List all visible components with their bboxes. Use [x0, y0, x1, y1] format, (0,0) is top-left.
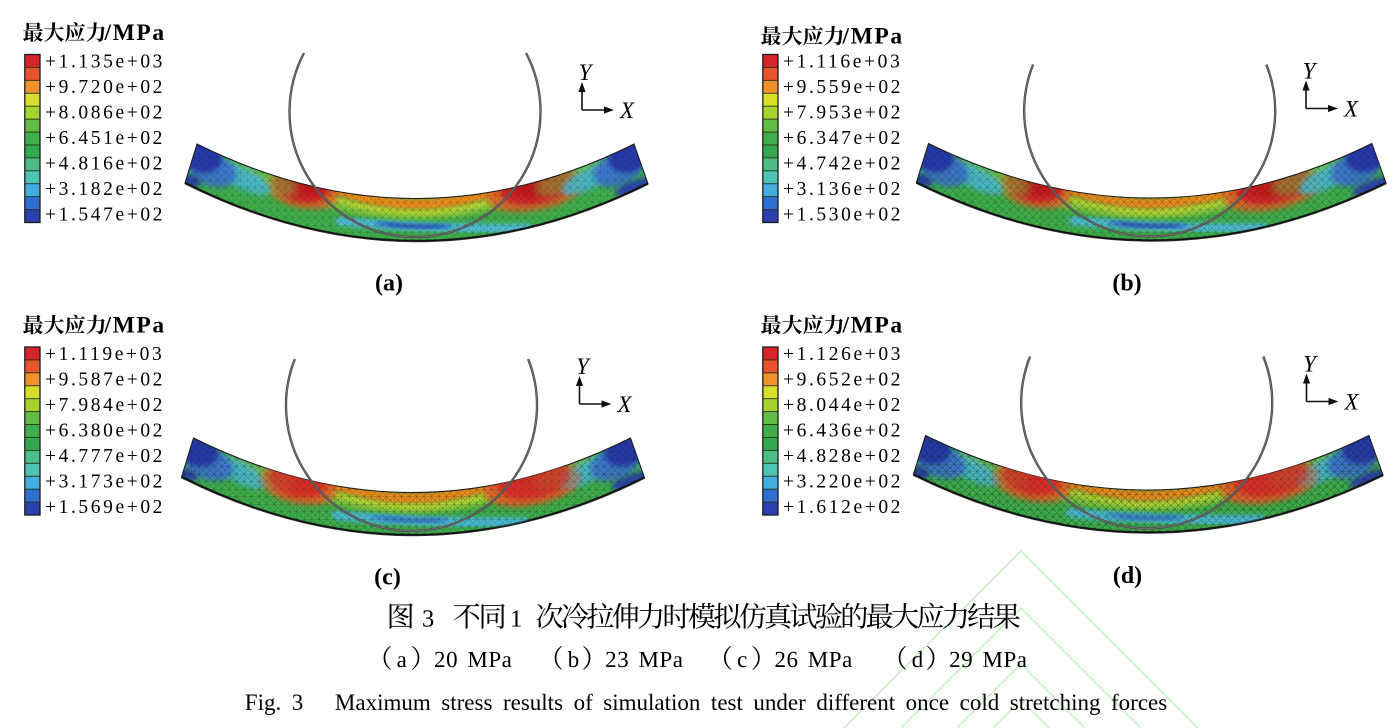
svg-text:+1.116e+03: +1.116e+03 [783, 51, 902, 72]
svg-text:+4.828e+02: +4.828e+02 [783, 446, 903, 467]
svg-text:+1.612e+02: +1.612e+02 [783, 497, 903, 518]
svg-text:X: X [616, 392, 632, 417]
svg-text:+3.136e+02: +3.136e+02 [783, 179, 903, 200]
svg-text:Y: Y [1303, 59, 1318, 84]
svg-text:+9.587e+02: +9.587e+02 [45, 369, 165, 390]
svg-text:+7.984e+02: +7.984e+02 [45, 395, 165, 416]
svg-text:+3.182e+02: +3.182e+02 [45, 179, 165, 200]
svg-text:+4.816e+02: +4.816e+02 [45, 153, 165, 174]
svg-text:+6.451e+02: +6.451e+02 [45, 128, 165, 149]
svg-text:+1.530e+02: +1.530e+02 [783, 204, 903, 225]
svg-text:(d): (d) [1113, 563, 1142, 589]
svg-text:X: X [619, 98, 635, 123]
svg-text:(a): (a) [375, 271, 403, 297]
svg-text:+9.652e+02: +9.652e+02 [783, 369, 903, 390]
svg-text:+3.173e+02: +3.173e+02 [45, 471, 165, 492]
svg-text:+1.126e+03: +1.126e+03 [783, 344, 903, 365]
svg-text:+9.720e+02: +9.720e+02 [45, 77, 165, 98]
svg-text:+6.436e+02: +6.436e+02 [783, 420, 903, 441]
svg-text:/MPa: /MPa [842, 24, 904, 50]
svg-text:(c): (c) [374, 565, 401, 591]
svg-text:+1.135e+03: +1.135e+03 [45, 51, 165, 72]
svg-text:Fig. 3 Maximum stress result: Fig. 3 Maximum stress results of simulat… [245, 690, 1167, 715]
svg-text:+3.220e+02: +3.220e+02 [783, 471, 903, 492]
svg-text:+8.044e+02: +8.044e+02 [783, 395, 903, 416]
svg-text:+1.119e+03: +1.119e+03 [45, 344, 164, 365]
svg-text:+4.742e+02: +4.742e+02 [783, 153, 903, 174]
svg-text:+4.777e+02: +4.777e+02 [45, 446, 165, 467]
svg-text:/MPa: /MPa [104, 313, 166, 339]
svg-text:X: X [1343, 97, 1359, 122]
svg-text:+6.380e+02: +6.380e+02 [45, 420, 165, 441]
svg-text:/MPa: /MPa [104, 20, 166, 46]
svg-text:+8.086e+02: +8.086e+02 [45, 102, 165, 123]
svg-text:X: X [1343, 390, 1359, 415]
svg-text:Y: Y [1303, 352, 1318, 377]
svg-text:+1.569e+02: +1.569e+02 [45, 497, 165, 518]
svg-text:/MPa: /MPa [842, 313, 904, 339]
svg-text:(b): (b) [1112, 271, 1141, 297]
svg-text:+6.347e+02: +6.347e+02 [783, 128, 903, 149]
svg-text:Y: Y [579, 60, 594, 85]
svg-text:Y: Y [576, 354, 591, 379]
svg-text:+1.547e+02: +1.547e+02 [45, 204, 165, 225]
svg-text:+7.953e+02: +7.953e+02 [783, 102, 903, 123]
svg-text:+9.559e+02: +9.559e+02 [783, 77, 903, 98]
